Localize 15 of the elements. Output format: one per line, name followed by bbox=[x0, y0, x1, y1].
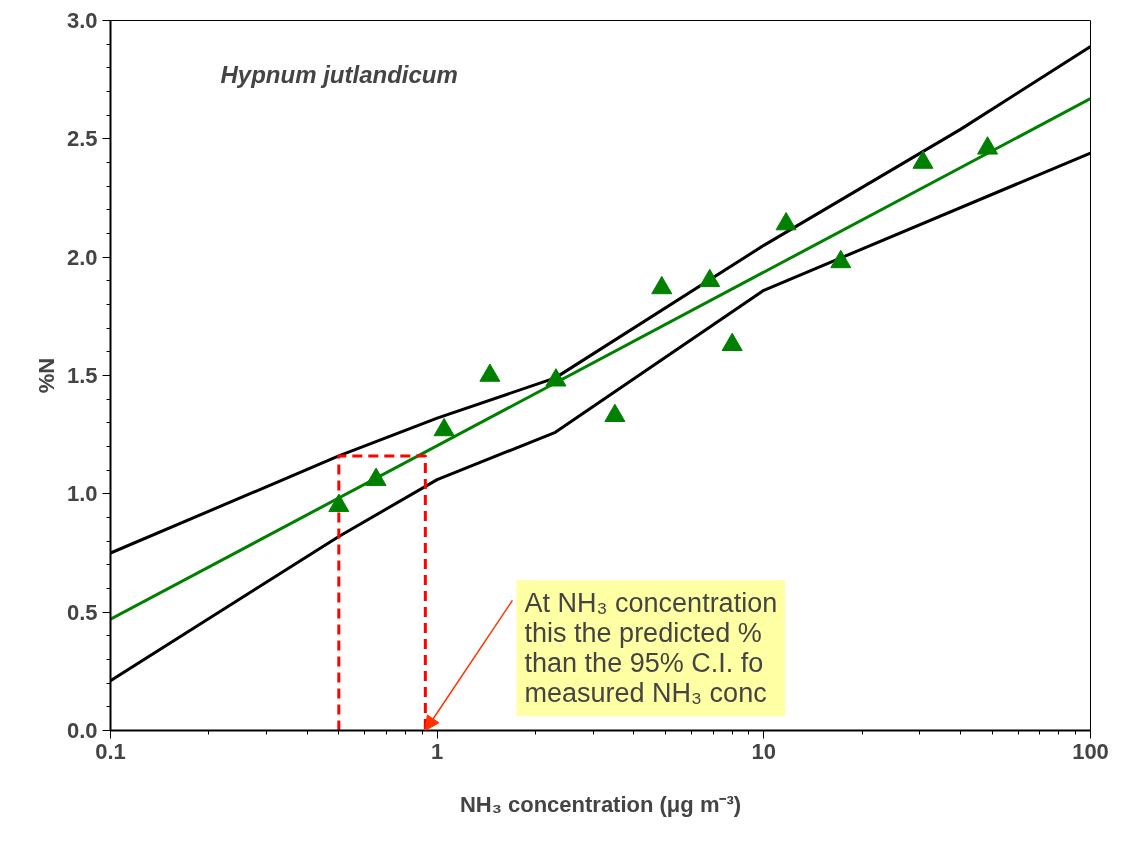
y-axis-title: %N bbox=[33, 357, 59, 394]
y-tick-label: 1.5 bbox=[66, 363, 98, 388]
text: Hypnum jutlandicum bbox=[220, 60, 458, 88]
x-tick-label: 1 bbox=[431, 738, 444, 764]
x-tick-label: 10 bbox=[751, 738, 777, 764]
x-tick-label: 0.1 bbox=[95, 738, 126, 764]
y-tick-label: 1.0 bbox=[66, 481, 98, 507]
y-tick-label: 0.0 bbox=[66, 718, 98, 743]
y-tick-label: 0.5 bbox=[66, 599, 98, 625]
x-axis-title: NH₃ concentration (μg m⁻³) bbox=[459, 791, 742, 817]
x-tick-label: 100 bbox=[1072, 738, 1109, 764]
y-tick-label: 2.5 bbox=[66, 126, 98, 152]
y-tick-label: 2.0 bbox=[66, 244, 98, 270]
y-tick-label: 3.0 bbox=[66, 8, 98, 33]
annotation: At NH₃ concentration this the predicted % than the 95% C.I. fo measured NH₃ conc bbox=[524, 588, 778, 709]
